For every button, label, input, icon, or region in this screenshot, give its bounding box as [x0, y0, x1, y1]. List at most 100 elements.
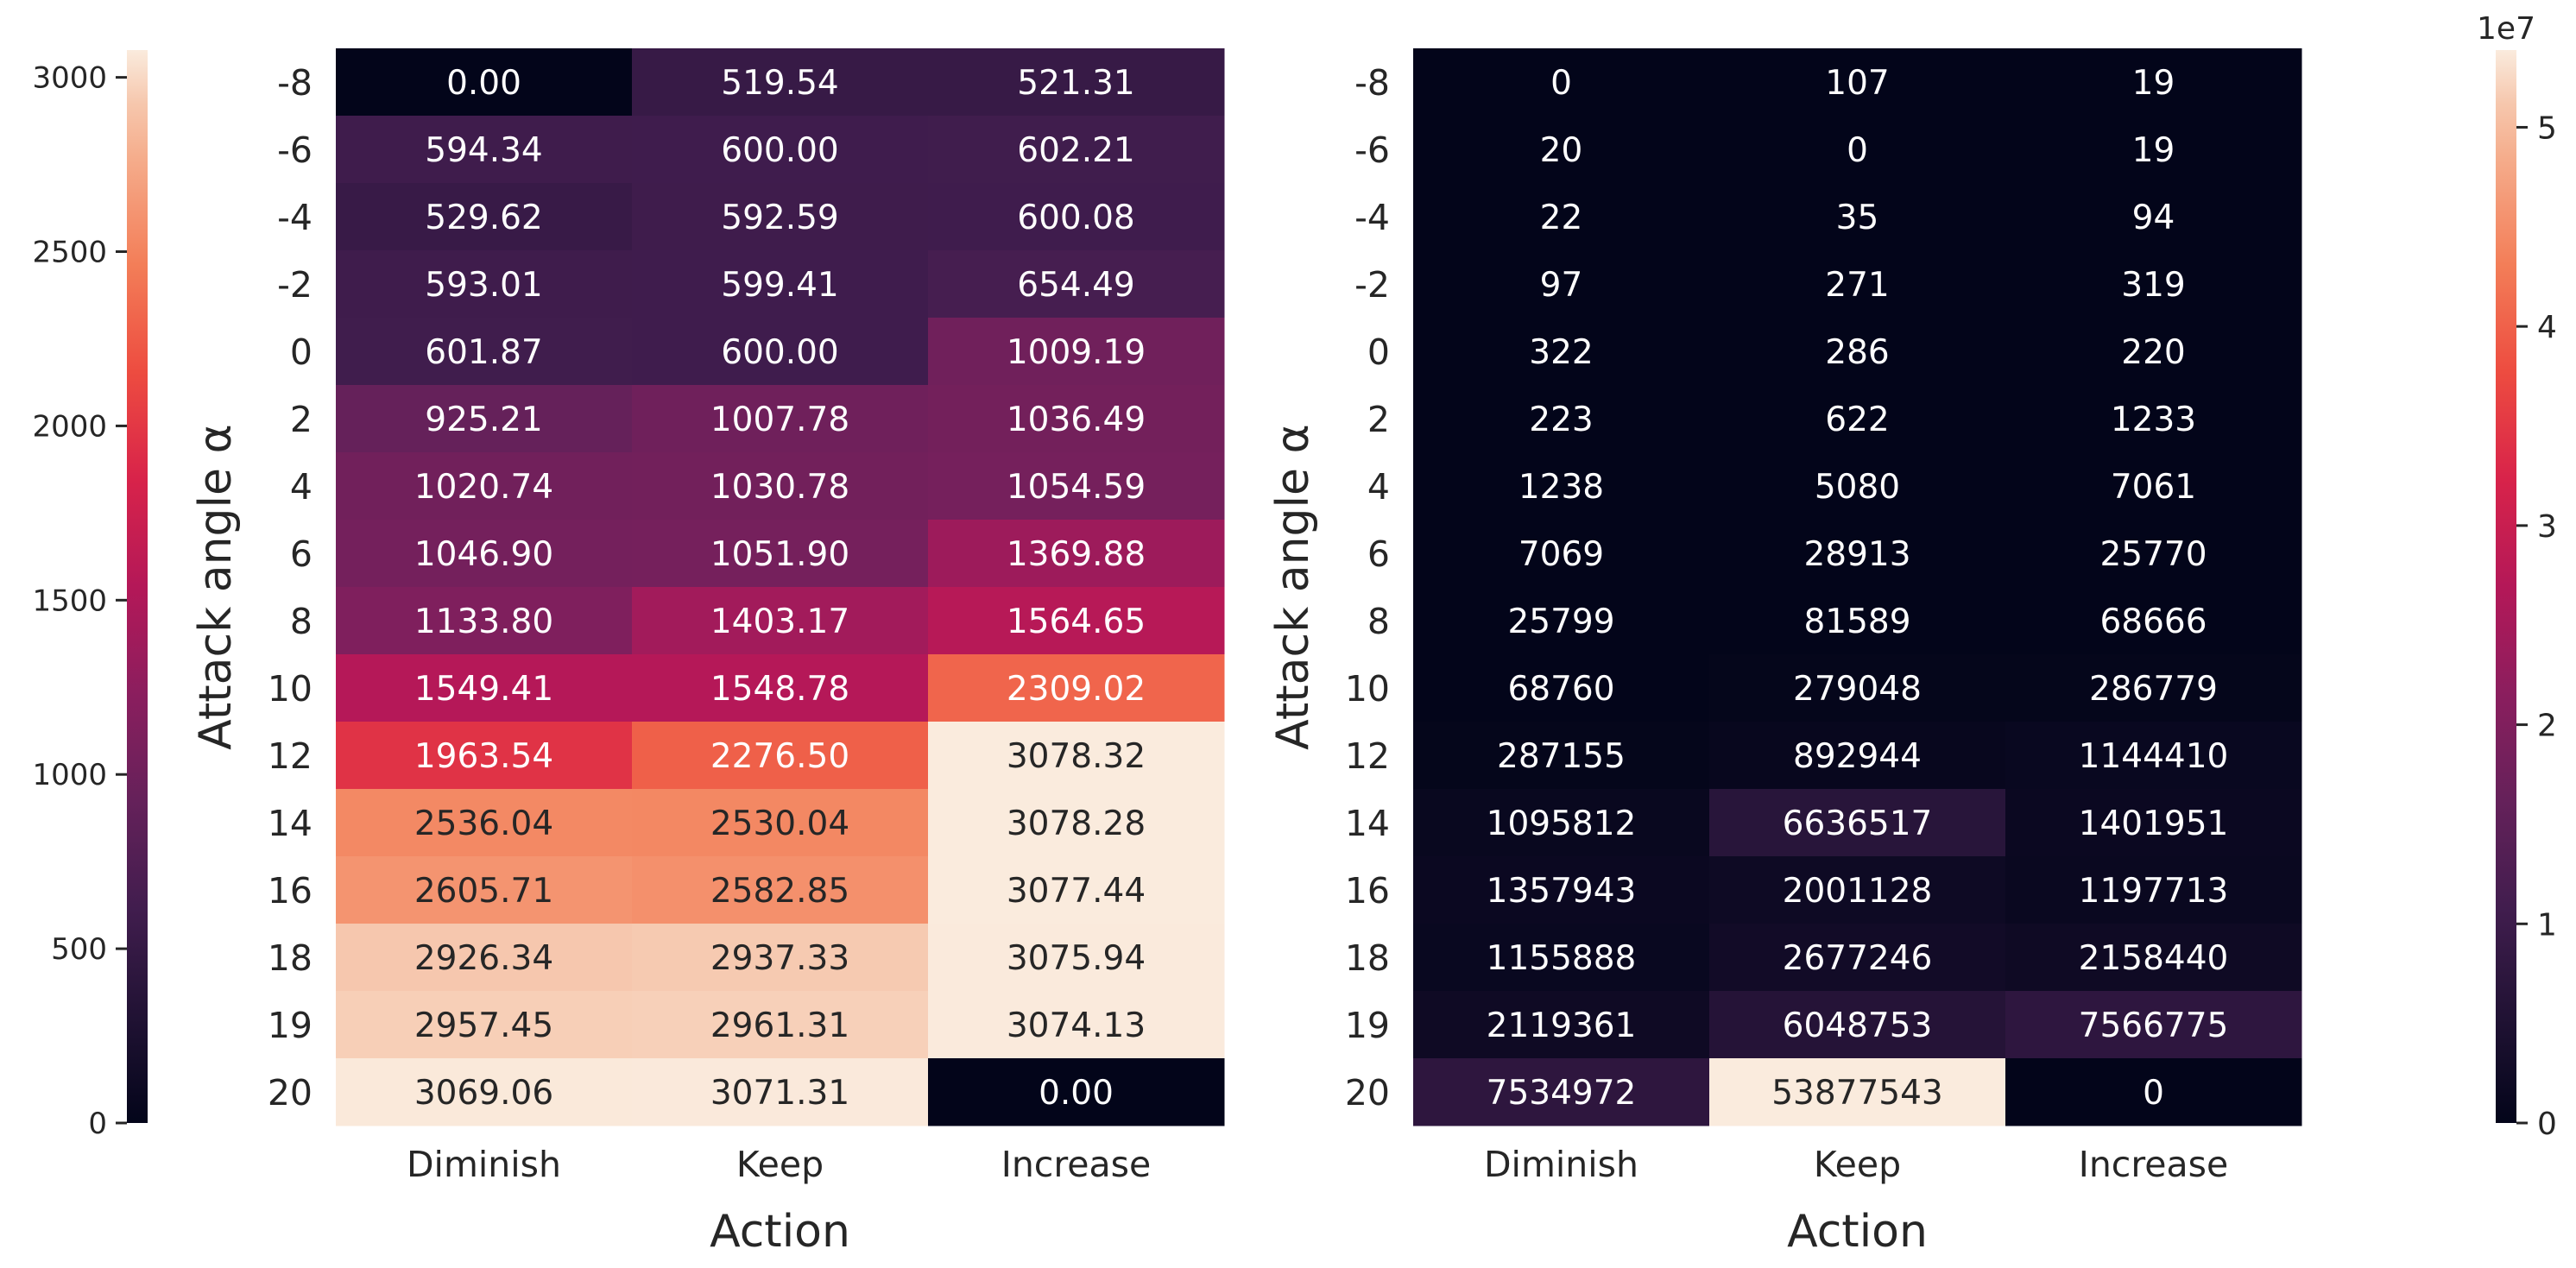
heatmap-cell-r14-c0 — [336, 991, 633, 1059]
colorbar-tick-label-4: 2000 — [32, 409, 107, 444]
cell-value-label-r7-c2: 25770 — [2099, 535, 2207, 574]
colorbar-tick-label-6: 3000 — [32, 61, 107, 96]
x-axis-label: Action — [1787, 1206, 1928, 1258]
heatmap-cell-r11-c2 — [2005, 789, 2302, 857]
cell-value-label-r1-c1: 0 — [1847, 131, 1868, 170]
heatmap-cell-r5-c2 — [928, 385, 1225, 453]
y-tick-label-5: 2 — [1367, 399, 1390, 440]
cell-value-label-r4-c1: 600.00 — [721, 333, 838, 372]
y-tick-label-5: 2 — [290, 399, 313, 440]
cell-value-label-r7-c1: 28913 — [1803, 535, 1910, 574]
colorbar-tick-label-3: 1500 — [32, 584, 107, 618]
heatmap-cell-r15-c2 — [2005, 1058, 2302, 1126]
heatmap-cell-r1-c2 — [2005, 116, 2302, 184]
cell-value-label-r12-c1: 2001128 — [1783, 872, 1933, 911]
cell-value-label-r12-c0: 2605.71 — [414, 872, 553, 911]
cell-value-label-r12-c2: 1197713 — [2079, 872, 2229, 911]
heatmap-cell-r13-c1 — [1709, 924, 2006, 992]
cell-value-label-r8-c1: 81589 — [1803, 602, 1910, 641]
y-tick-label-14: 19 — [268, 1005, 313, 1046]
cell-value-label-r10-c1: 892944 — [1793, 737, 1922, 776]
heatmap-cell-r7-c2 — [2005, 520, 2302, 588]
heatmap-cell-r7-c2 — [928, 520, 1225, 588]
heatmap-cell-r11-c2 — [928, 789, 1225, 857]
heatmap-cell-r10-c2 — [2005, 722, 2302, 790]
y-tick-label-1: -6 — [277, 129, 313, 171]
cell-value-label-r12-c0: 1357943 — [1487, 872, 1637, 911]
heatmap-cell-r5-c1 — [1709, 385, 2006, 453]
heatmap-cell-r14-c2 — [928, 991, 1225, 1059]
cell-value-label-r14-c0: 2957.45 — [414, 1006, 553, 1045]
cell-value-label-r3-c0: 593.01 — [425, 266, 542, 305]
cell-value-label-r14-c2: 3074.13 — [1007, 1006, 1146, 1045]
heatmap-cell-r3-c2 — [2005, 250, 2302, 319]
heatmap-cell-r8-c0 — [1413, 587, 1710, 655]
colorbar-tick-label-0: 0 — [2537, 1107, 2557, 1142]
x-tick-label-0: Diminish — [1484, 1144, 1638, 1185]
cell-value-label-r9-c0: 68760 — [1507, 670, 1614, 709]
y-tick-label-2: -4 — [1354, 197, 1390, 238]
heatmap-cell-r13-c0 — [336, 924, 633, 992]
cell-value-label-r15-c0: 3069.06 — [414, 1074, 553, 1113]
heatmap-cell-r13-c1 — [632, 924, 929, 992]
colorbar-tick-label-5: 5 — [2537, 110, 2557, 146]
cell-value-label-r3-c1: 271 — [1825, 266, 1889, 305]
heatmap-cell-r3-c2 — [928, 250, 1225, 319]
heatmap-cell-r0-c2 — [2005, 48, 2302, 117]
y-tick-label-4: 0 — [1367, 331, 1390, 373]
heatmap-cell-r10-c0 — [1413, 722, 1710, 790]
heatmap-cell-r5-c0 — [336, 385, 633, 453]
cell-value-label-r11-c0: 1095812 — [1487, 804, 1637, 843]
heatmap-cell-r3-c0 — [1413, 250, 1710, 319]
heatmap-cell-r2-c2 — [2005, 183, 2302, 251]
heatmap-cell-r12-c2 — [928, 856, 1225, 924]
heatmap-cell-r8-c1 — [632, 587, 929, 655]
y-tick-label-3: -2 — [277, 264, 313, 306]
cell-value-label-r10-c1: 2276.50 — [710, 737, 849, 776]
colorbar-tick-label-0: 0 — [88, 1107, 107, 1141]
cell-value-label-r15-c2: 0.00 — [1039, 1074, 1114, 1113]
y-tick-label-1: -6 — [1354, 129, 1390, 171]
heatmap-cell-r5-c1 — [632, 385, 929, 453]
heatmap-cell-r15-c1 — [632, 1058, 929, 1126]
heatmap-cell-r6-c2 — [928, 452, 1225, 520]
cell-value-label-r0-c2: 19 — [2132, 64, 2175, 103]
cell-value-label-r0-c1: 107 — [1825, 64, 1889, 103]
x-tick-label-1: Keep — [1814, 1144, 1901, 1185]
cell-value-label-r2-c0: 529.62 — [425, 199, 542, 237]
heatmap-cell-r15-c1 — [1709, 1058, 2006, 1126]
cell-value-label-r11-c2: 3078.28 — [1007, 804, 1146, 843]
heatmap-cell-r12-c0 — [336, 856, 633, 924]
cell-value-label-r2-c1: 35 — [1836, 199, 1879, 237]
y-tick-label-11: 14 — [268, 803, 313, 844]
heatmap-cell-r5-c2 — [2005, 385, 2302, 453]
cell-value-label-r14-c1: 6048753 — [1783, 1006, 1933, 1045]
heatmap-cell-r6-c1 — [1709, 452, 2006, 520]
cell-value-label-r2-c1: 592.59 — [721, 199, 838, 237]
y-tick-label-10: 12 — [1345, 735, 1390, 777]
y-tick-label-9: 10 — [1345, 668, 1390, 710]
heatmap-cell-r11-c0 — [1413, 789, 1710, 857]
cell-value-label-r1-c0: 20 — [1540, 131, 1583, 170]
cell-value-label-r15-c2: 0 — [2143, 1074, 2164, 1113]
heatmap-cell-r2-c1 — [632, 183, 929, 251]
cell-value-label-r2-c0: 22 — [1540, 199, 1583, 237]
cell-value-label-r12-c1: 2582.85 — [710, 872, 849, 911]
cell-value-label-r5-c1: 1007.78 — [710, 401, 849, 439]
cell-value-label-r8-c0: 25799 — [1507, 602, 1614, 641]
y-tick-label-12: 16 — [268, 870, 313, 912]
heatmap-cell-r7-c1 — [632, 520, 929, 588]
colorbar-tick-label-4: 4 — [2537, 310, 2557, 345]
heatmap-cell-r10-c0 — [336, 722, 633, 790]
heatmap-cell-r9-c0 — [1413, 654, 1710, 722]
heatmap-cell-r0-c0 — [336, 48, 633, 117]
cell-value-label-r4-c1: 286 — [1825, 333, 1889, 372]
heatmap-cell-r8-c2 — [928, 587, 1225, 655]
heatmap-cell-r11-c1 — [632, 789, 929, 857]
x-tick-label-0: Diminish — [407, 1144, 561, 1185]
heatmap-cell-r1-c0 — [336, 116, 633, 184]
y-tick-label-2: -4 — [277, 197, 313, 238]
heatmap-cell-r10-c1 — [632, 722, 929, 790]
cell-value-label-r6-c1: 1030.78 — [710, 468, 849, 507]
